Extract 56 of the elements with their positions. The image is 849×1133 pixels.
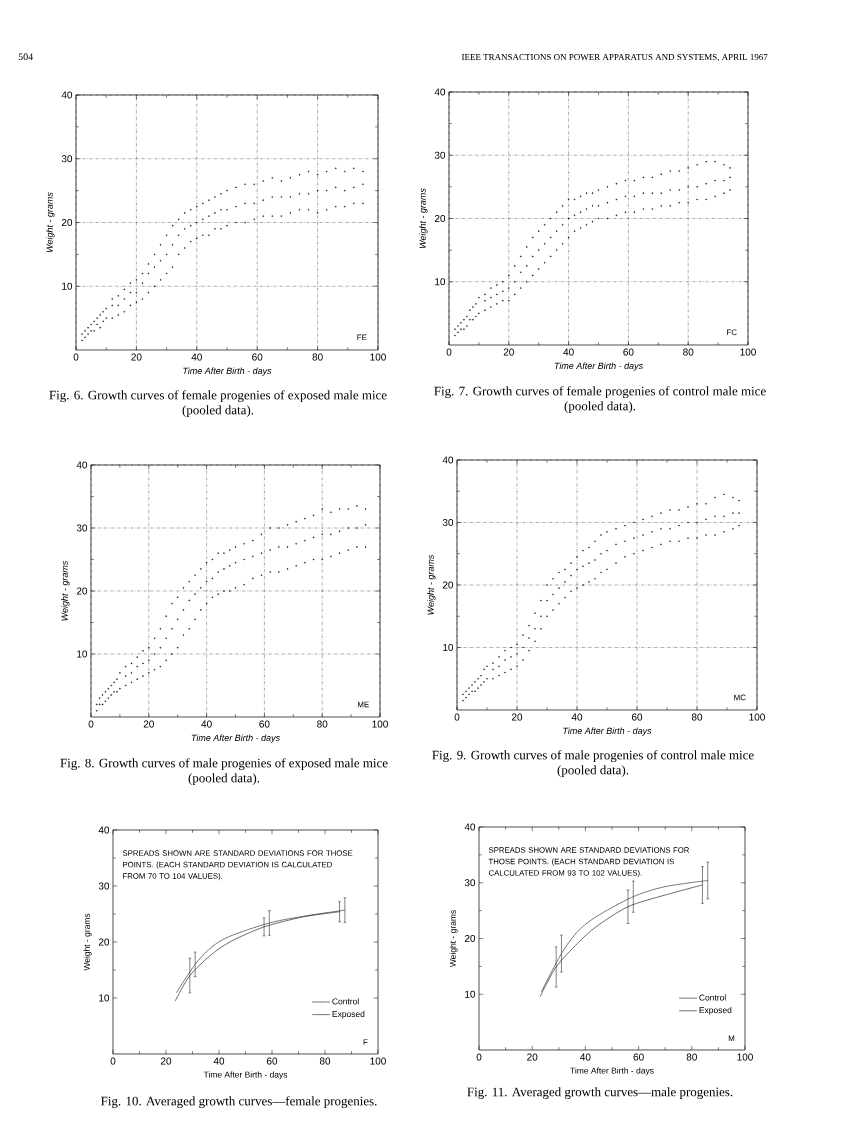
y-tick-label: 10	[465, 990, 476, 998]
x-tick-label: 40	[580, 1053, 591, 1061]
x-tick-label: 40	[213, 1057, 225, 1065]
x-tick-label: 80	[691, 713, 703, 721]
x-tick-label: 100	[370, 1057, 386, 1065]
text: Fig. 11. Averaged growth curves—male progenies.	[467, 1087, 733, 1099]
x-axis-title: Time After Birth - days	[191, 734, 280, 743]
text: Fig. 8. Growth curves of male progenies of exposed male mice (pooled data).	[60, 758, 388, 786]
x-tick-label: 0	[476, 1053, 482, 1061]
y-tick-label: 20	[464, 934, 476, 943]
x-tick-label: 0	[454, 713, 460, 721]
legend-label: Control	[332, 998, 359, 1005]
x-axis-title: Time After Birth - days	[570, 1067, 654, 1076]
y-tick-label: 10	[443, 643, 454, 652]
x-tick-label: 20	[527, 1053, 538, 1061]
y-tick-label: 20	[76, 587, 88, 595]
y-axis-title: Weight - grams	[427, 554, 436, 615]
x-tick-label: 0	[110, 1057, 116, 1065]
y-tick-label: 30	[442, 518, 454, 527]
y-tick-label: 30	[98, 882, 110, 890]
y-tick-label: 30	[464, 879, 476, 887]
x-tick-label: 80	[686, 1053, 697, 1061]
text: Fig. 9. Growth curves of male progenies of control male mice (pooled data).	[432, 750, 754, 778]
y-tick-label: 10	[77, 650, 88, 658]
x-tick-label: 20	[143, 720, 154, 728]
x-tick-label: 20	[511, 713, 523, 721]
y-axis-title: Weight - grams	[83, 913, 92, 971]
y-tick-label: 20	[98, 938, 110, 946]
y-tick-label: 40	[442, 456, 454, 464]
y-tick-label: 30	[76, 524, 88, 532]
y-tick-label: 40	[98, 826, 110, 834]
y-axis-title: Weight - grams	[449, 910, 458, 968]
x-axis-title: Time After Birth - days	[563, 727, 652, 736]
legend-label: Exposed	[332, 1010, 365, 1019]
y-tick-label: 10	[99, 994, 110, 1002]
y-tick-label: 40	[76, 461, 88, 469]
x-tick-label: 60	[259, 720, 270, 728]
x-tick-label: 80	[319, 1057, 331, 1065]
x-tick-label: 100	[749, 713, 765, 721]
x-tick-label: 100	[372, 720, 388, 728]
x-axis-title: Time After Birth - days	[203, 1071, 288, 1080]
text: Fig. 10. Averaged growth curves—female progenies.	[101, 1096, 377, 1109]
y-tick-label: 20	[442, 581, 454, 589]
x-tick-label: 100	[737, 1053, 753, 1061]
legend-label: Control	[699, 994, 726, 1001]
y-tick-label: 40	[464, 823, 476, 831]
legend-label: Exposed	[699, 1006, 732, 1015]
x-tick-label: 60	[631, 713, 643, 721]
x-tick-label: 20	[160, 1057, 172, 1065]
x-tick-label: 40	[571, 713, 583, 721]
x-tick-label: 80	[317, 720, 328, 728]
x-tick-label: 60	[633, 1053, 644, 1061]
x-tick-label: 40	[201, 720, 212, 728]
x-tick-label: 60	[266, 1057, 278, 1065]
y-axis-title: Weight - grams	[61, 560, 70, 621]
x-tick-label: 0	[88, 720, 94, 728]
